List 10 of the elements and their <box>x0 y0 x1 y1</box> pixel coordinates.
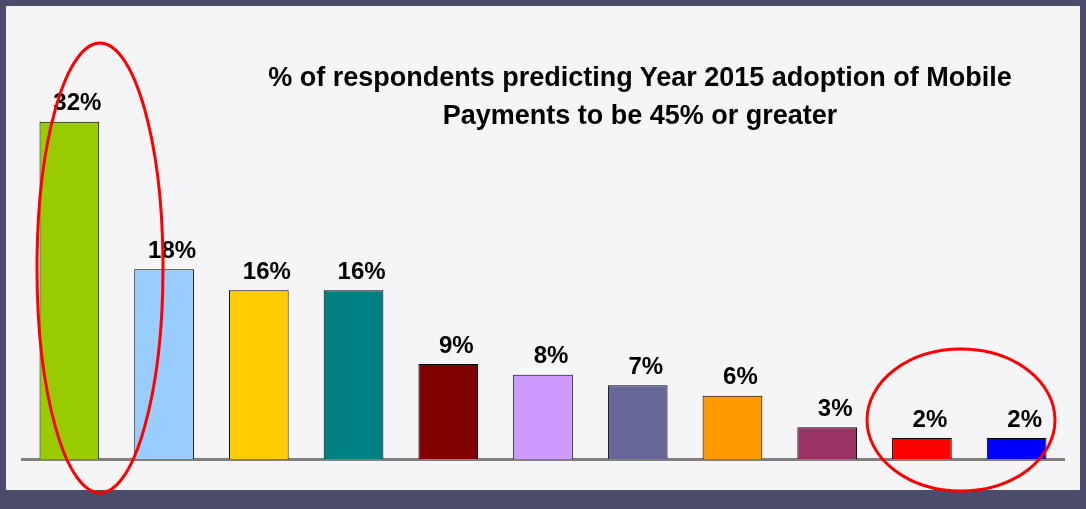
data-label: 16% <box>337 256 386 284</box>
data-label: 16% <box>242 256 291 284</box>
data-label: 2% <box>1007 404 1042 432</box>
data-label: 8% <box>533 341 569 369</box>
data-label: 3% <box>817 394 853 421</box>
data-label: 6% <box>723 362 758 390</box>
data-label: 2% <box>912 404 948 432</box>
data-label: 9% <box>438 330 474 358</box>
chart-title: % of respondents predicting Year 2015 adoption of Mobile Payments to be 45% or greater <box>267 61 1013 132</box>
data-label: 7% <box>628 351 664 379</box>
